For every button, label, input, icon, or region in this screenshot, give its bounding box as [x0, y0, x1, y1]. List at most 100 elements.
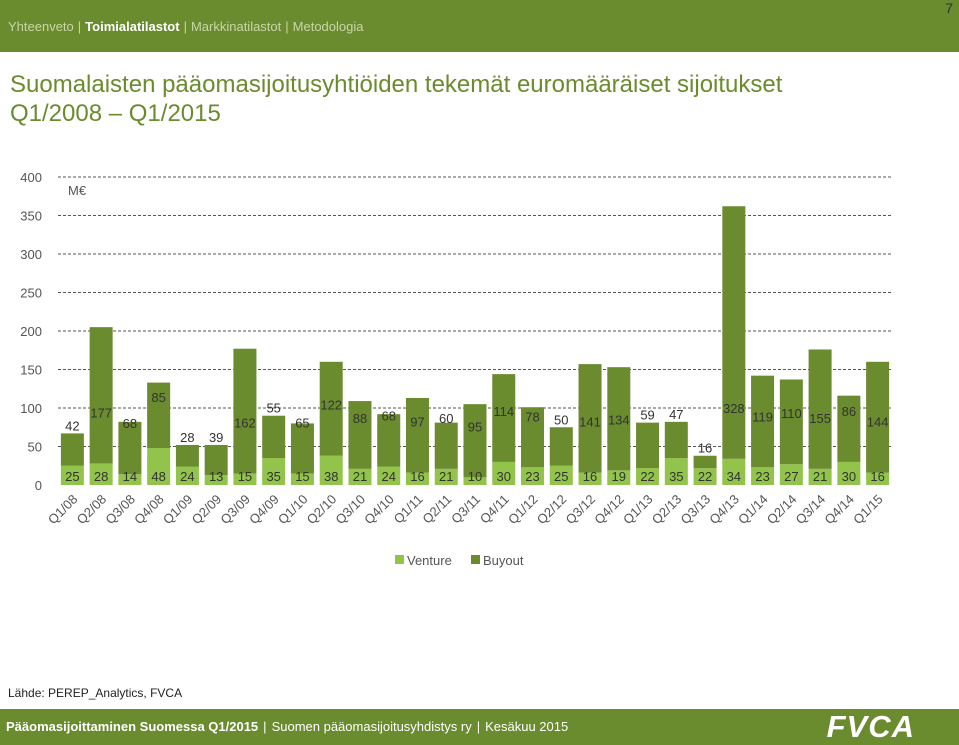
data-label-venture: 27: [784, 469, 798, 484]
nav-tab-metodologia[interactable]: Metodologia: [292, 19, 364, 34]
x-tick-label: Q4/12: [591, 492, 627, 528]
footer-separator: |: [263, 719, 267, 734]
bar-venture: [722, 458, 746, 485]
x-axis: Q1/08Q2/08Q3/08Q4/08Q1/09Q2/09Q3/09Q4/09…: [45, 492, 886, 528]
bar-buyout: [319, 361, 343, 456]
x-tick-label: Q1/15: [850, 492, 886, 528]
data-label-buyout: 144: [867, 415, 889, 430]
bar-buyout: [434, 422, 458, 469]
y-tick-label: 300: [20, 247, 42, 262]
bar-buyout: [204, 444, 228, 475]
data-label-buyout: 28: [180, 430, 194, 445]
bar-buyout: [89, 327, 113, 464]
page-number: 7: [945, 0, 953, 16]
bar-buyout: [60, 433, 84, 466]
bar-buyout: [290, 423, 314, 474]
bar-venture: [348, 468, 372, 485]
y-tick-label: 100: [20, 401, 42, 416]
bar-buyout: [233, 348, 257, 474]
data-label-buyout: 328: [723, 401, 745, 416]
bar-venture: [837, 461, 861, 485]
page-title: Suomalaisten pääomasijoitusyhtiöiden tek…: [10, 70, 782, 128]
bar-buyout: [693, 455, 717, 469]
data-label-buyout: 114: [493, 404, 514, 419]
data-label-venture: 35: [266, 469, 280, 484]
top-nav-bar: Yhteenveto | Toimialatilastot | Markkinatila…: [0, 0, 959, 52]
data-label-buyout: 88: [353, 411, 367, 426]
bar-buyout: [262, 415, 286, 459]
bar-venture: [549, 465, 573, 485]
data-label-buyout: 16: [698, 441, 712, 456]
x-tick-label: Q3/12: [563, 492, 599, 528]
bar-venture: [664, 458, 688, 485]
data-label-buyout: 47: [669, 407, 683, 422]
footer-organization: Suomen pääomasijoitusyhdistys ry: [271, 719, 472, 734]
bar-venture: [578, 472, 602, 485]
data-label-buyout: 134: [608, 412, 630, 427]
bar-buyout: [722, 206, 746, 459]
chart-legend: Venture Buyout: [395, 553, 524, 568]
data-label-venture: 24: [180, 469, 194, 484]
bar-venture: [60, 465, 84, 485]
data-label-buyout: 119: [752, 409, 773, 424]
nav-tab-yhteenveto[interactable]: Yhteenveto: [8, 19, 74, 34]
x-tick-label: Q2/12: [534, 492, 570, 528]
footer-report-name: Pääomasijoittaminen Suomessa Q1/2015: [6, 719, 259, 734]
bar-venture: [147, 448, 171, 485]
nav-tab-toimialatilastot[interactable]: Toimialatilastot: [85, 19, 180, 34]
y-tick-label: 150: [20, 363, 42, 378]
x-tick-label: Q1/12: [505, 492, 541, 528]
bar-buyout: [463, 404, 487, 478]
bar-venture: [463, 477, 487, 485]
legend-label-buyout: Buyout: [483, 553, 524, 568]
source-note: Lähde: PEREP_Analytics, FVCA: [8, 686, 183, 700]
y-axis: 0 50 100 150 200 250 300 350 400: [20, 170, 42, 493]
bar-buyout: [808, 349, 832, 469]
data-label-buyout: 55: [266, 401, 280, 416]
data-label-buyout: 50: [554, 412, 568, 427]
bar-venture: [89, 463, 113, 485]
bar-buyout: [118, 421, 142, 475]
bar-venture: [377, 466, 401, 485]
x-tick-label: Q2/13: [649, 492, 685, 528]
data-label-venture: 23: [755, 469, 769, 484]
data-label-venture: 15: [295, 469, 309, 484]
data-label-venture: 30: [842, 469, 856, 484]
nav-tab-markkinatilastot[interactable]: Markkinatilastot: [190, 19, 282, 34]
x-tick-label: Q1/10: [275, 492, 311, 528]
data-label-buyout: 39: [209, 430, 223, 445]
bar-venture: [866, 472, 890, 485]
footer-separator: |: [476, 719, 481, 734]
bar-buyout: [866, 361, 890, 473]
data-label-buyout: 68: [123, 416, 137, 431]
x-tick-label: Q3/14: [793, 492, 829, 528]
data-label-venture: 21: [439, 469, 453, 484]
data-label-venture: 16: [410, 469, 424, 484]
data-label-venture: 16: [583, 469, 597, 484]
data-label-buyout: 60: [439, 411, 453, 426]
data-label-venture: 23: [525, 469, 539, 484]
data-label-venture: 25: [65, 469, 79, 484]
x-tick-label: Q4/13: [706, 492, 742, 528]
data-label-venture: 19: [612, 469, 626, 484]
page-title-line1: Suomalaisten pääomasijoitusyhtiöiden tek…: [10, 71, 783, 98]
fvca-logo: FVCA: [826, 709, 915, 744]
x-tick-label: Q3/11: [448, 492, 483, 527]
x-tick-label: Q4/11: [477, 492, 512, 527]
x-tick-label: Q2/11: [419, 492, 454, 527]
bar-venture: [808, 468, 832, 485]
x-tick-label: Q2/08: [74, 492, 110, 528]
data-label-venture: 14: [123, 469, 137, 484]
data-label-venture: 35: [669, 469, 683, 484]
bar-venture: [521, 467, 545, 485]
data-label-buyout: 141: [579, 415, 601, 430]
bar-venture: [319, 455, 343, 485]
x-tick-label: Q3/09: [217, 492, 253, 528]
y-tick-label: 350: [20, 209, 42, 224]
data-label-buyout: 155: [809, 411, 831, 426]
stacked-bar-chart: 0 50 100 150 200 250 300 350 400 M€ 25 42 28 177 14 6…: [20, 170, 892, 568]
bar-buyout: [578, 364, 602, 473]
x-tick-label: Q3/08: [102, 492, 138, 528]
x-tick-label: Q1/14: [735, 492, 771, 528]
chart-bars: [60, 206, 890, 485]
